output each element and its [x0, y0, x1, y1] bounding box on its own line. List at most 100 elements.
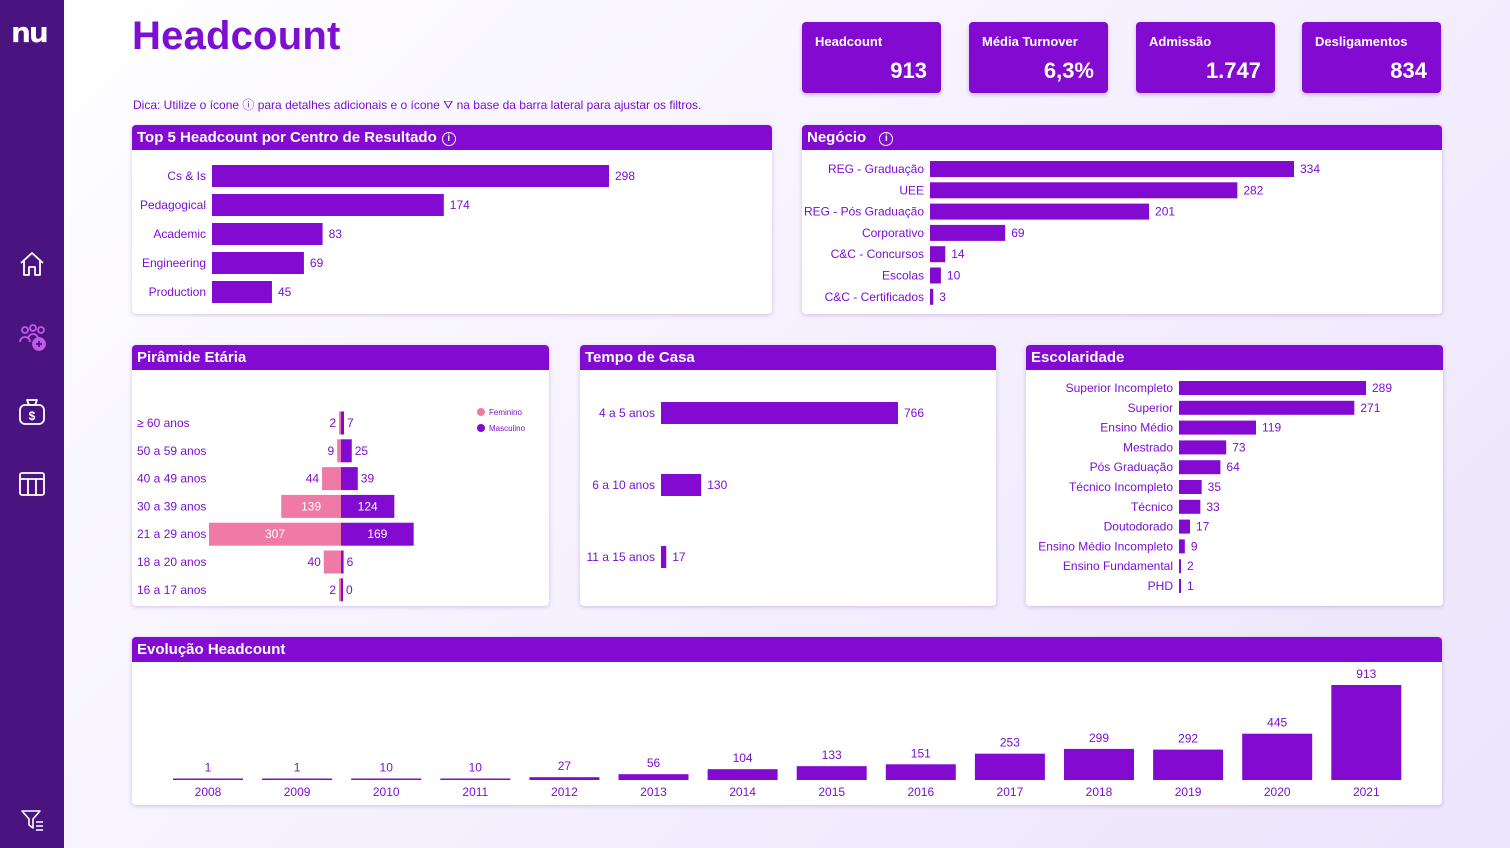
- panel-title: Evolução Headcount: [137, 641, 286, 658]
- category-label: 50 a 59 anos: [137, 444, 206, 458]
- bar-masculino: [341, 467, 358, 491]
- data-label: 17: [1196, 520, 1210, 534]
- data-label-masculino: 169: [367, 527, 387, 541]
- bar-masculino: [341, 439, 352, 463]
- category-label: Academic: [153, 227, 206, 241]
- panel-title: Top 5 Headcount por Centro de Resultado: [137, 129, 437, 146]
- bar: [1179, 480, 1202, 494]
- data-label-masculino: 6: [347, 555, 354, 569]
- kpi-value: 834: [1390, 58, 1427, 83]
- category-label: Mestrado: [1123, 440, 1173, 454]
- panel-header: Evolução Headcount: [132, 637, 1442, 662]
- bar: [529, 777, 600, 780]
- category-label: Production: [149, 285, 206, 299]
- kpi-desligamentos[interactable]: Desligamentos 834: [1302, 22, 1441, 93]
- data-label: 56: [647, 756, 661, 770]
- year-label: 2017: [997, 785, 1024, 799]
- data-label: 298: [615, 169, 635, 183]
- data-label-feminino: 44: [306, 472, 320, 486]
- year-label: 2013: [640, 785, 667, 799]
- bar: [212, 281, 272, 303]
- bar: [661, 546, 667, 568]
- category-label: Ensino Médio Incompleto: [1038, 539, 1173, 553]
- bar: [930, 161, 1294, 177]
- nubank-logo[interactable]: nu: [11, 16, 49, 49]
- data-label: 10: [469, 761, 483, 775]
- bar: [1179, 519, 1190, 534]
- bar: [930, 267, 941, 284]
- category-label: 40 a 49 anos: [137, 472, 206, 486]
- data-label: 174: [450, 198, 470, 212]
- category-label: ≥ 60 anos: [137, 416, 190, 430]
- year-label: 2008: [195, 785, 222, 799]
- data-label: 27: [558, 759, 572, 773]
- kpi-media-turnover[interactable]: Média Turnover 6,3%: [969, 22, 1108, 93]
- chart-escolaridade: Superior Incompleto 289 Superior 271 Ensino …: [1038, 381, 1392, 593]
- data-label: 69: [1011, 226, 1025, 240]
- data-label: 104: [733, 751, 753, 765]
- bar-feminino: [339, 411, 341, 435]
- data-label: 289: [1372, 381, 1392, 395]
- category-label: C&C - Concursos: [831, 247, 924, 261]
- people-icon[interactable]: [16, 322, 48, 354]
- data-label-feminino: 2: [329, 583, 336, 597]
- kpi-admissao[interactable]: Admissão 1.747: [1136, 22, 1275, 93]
- category-label: Técnico: [1131, 500, 1173, 514]
- year-label: 2009: [284, 785, 311, 799]
- chart-evolucao: 1 2008 1 2009 10 2010 10 2011 27 2012 56 2013 104 201…: [173, 667, 1402, 799]
- category-label: Pedagogical: [140, 198, 206, 212]
- panel-header: Negócio i: [802, 125, 1442, 150]
- bar: [661, 402, 898, 424]
- kpi-headcount[interactable]: Headcount 913: [802, 22, 941, 93]
- data-label: 33: [1206, 500, 1220, 514]
- bar: [262, 778, 333, 780]
- legend-marker: [477, 408, 485, 416]
- home-icon[interactable]: [16, 248, 48, 280]
- panel-header: Pirâmide Etária: [132, 345, 549, 370]
- year-label: 2012: [551, 785, 578, 799]
- info-icon[interactable]: i: [879, 132, 894, 146]
- bar: [707, 769, 778, 780]
- data-label: 201: [1155, 205, 1175, 219]
- bar: [351, 778, 422, 780]
- data-label: 45: [278, 285, 292, 299]
- bar: [173, 778, 243, 780]
- year-label: 2010: [373, 785, 400, 799]
- category-label: 16 a 17 anos: [137, 583, 206, 597]
- category-label: Ensino Fundamental: [1063, 559, 1173, 573]
- bar: [212, 252, 304, 274]
- bar-masculino: [341, 550, 344, 574]
- bar: [974, 753, 1045, 780]
- panel-header: Escolaridade: [1026, 345, 1443, 370]
- chart-tempo: 4 a 5 anos 766 6 a 10 anos 130 11 a 15 anos 1…: [586, 402, 924, 568]
- panel-header: Tempo de Casa: [580, 345, 996, 370]
- data-label: 1: [1187, 579, 1194, 593]
- bar-masculino: [341, 522, 414, 546]
- category-label: Ensino Médio: [1100, 421, 1173, 435]
- category-label: 6 a 10 anos: [592, 478, 655, 492]
- data-label: 445: [1267, 716, 1287, 730]
- bar: [1179, 559, 1181, 574]
- category-label: 4 a 5 anos: [599, 406, 655, 420]
- data-label: 282: [1243, 183, 1263, 197]
- category-label: Superior: [1128, 401, 1173, 415]
- year-label: 2014: [729, 785, 756, 799]
- info-icon[interactable]: i: [441, 132, 456, 146]
- svg-text:$: $: [29, 409, 36, 423]
- category-label: 18 a 20 anos: [137, 555, 206, 569]
- filter-icon[interactable]: [16, 804, 48, 836]
- bar: [796, 766, 867, 780]
- category-label: Pós Graduação: [1090, 460, 1174, 474]
- category-label: Doutodorado: [1104, 520, 1174, 534]
- money-bag-icon[interactable]: $: [16, 396, 48, 428]
- kpi-value: 913: [890, 58, 927, 83]
- data-label: 133: [822, 748, 842, 762]
- table-icon[interactable]: [16, 468, 48, 500]
- bar: [1179, 460, 1221, 475]
- bar-feminino: [337, 439, 341, 463]
- panel-header: Top 5 Headcount por Centro de Resultado i: [132, 125, 772, 150]
- bar: [930, 246, 946, 263]
- data-label: 271: [1360, 401, 1380, 415]
- category-label: PHD: [1148, 579, 1174, 593]
- category-label: C&C - Certificados: [825, 290, 924, 304]
